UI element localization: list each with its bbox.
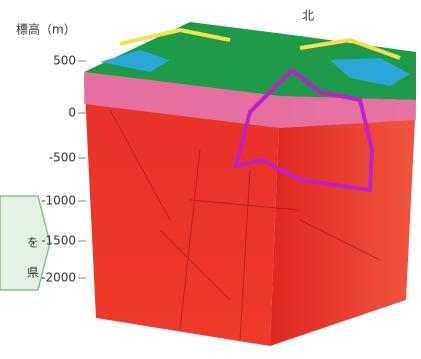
tick-label: -1500 bbox=[41, 234, 76, 248]
north-label: 北 bbox=[302, 9, 314, 23]
diagram: 標高（m） 北 を 県 500 0 -500 -1000 -1500 -2000 bbox=[0, 0, 421, 359]
side-face bbox=[270, 96, 416, 346]
tick-label: 500 bbox=[53, 54, 76, 68]
tick-label: -2000 bbox=[41, 271, 76, 285]
callout-text: 県 bbox=[27, 266, 39, 280]
axis-label: 標高（m） bbox=[16, 22, 76, 37]
tick-label: -1000 bbox=[41, 194, 76, 208]
tick-label: 0 bbox=[68, 106, 76, 120]
tick-label: -500 bbox=[49, 151, 76, 165]
block-model bbox=[84, 22, 416, 346]
callout-text: を bbox=[27, 236, 39, 250]
